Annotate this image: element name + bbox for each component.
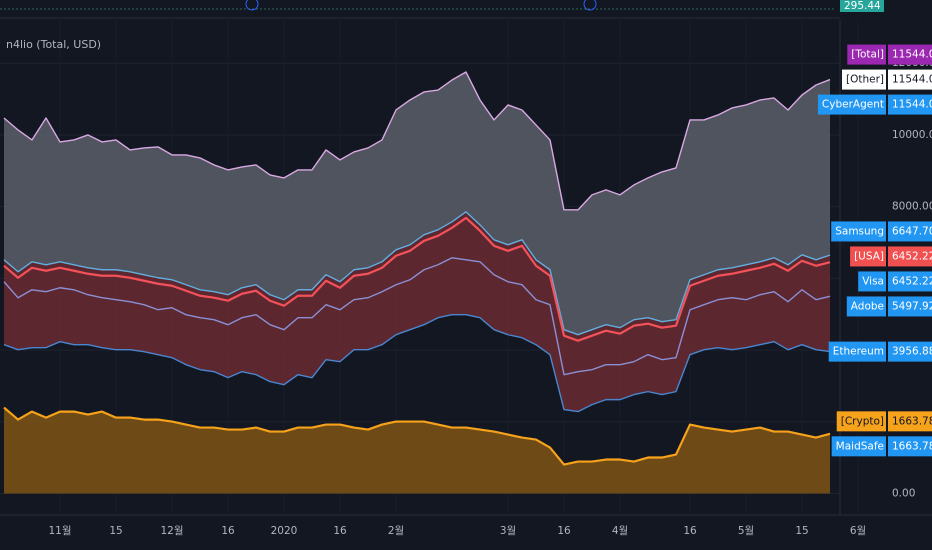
badge-name: Adobe	[851, 300, 884, 312]
x-tick-label: 4월	[612, 525, 628, 537]
x-tick-label: 2020	[271, 525, 298, 537]
x-tick-label: 15	[109, 525, 122, 537]
x-tick-label: 15	[795, 525, 808, 537]
badge-value: 5497.92	[892, 300, 932, 312]
badge-value: 11544.06	[892, 99, 932, 111]
x-tick-label: 2월	[388, 525, 404, 537]
badge-name-box	[828, 341, 886, 362]
x-tick-label: 6월	[850, 525, 866, 537]
area-fill	[4, 407, 830, 494]
badge-name: Visa	[862, 275, 884, 287]
y-tick-label: 10000.00	[892, 129, 932, 141]
area-fill	[4, 72, 830, 335]
badge-name: [Other]	[846, 74, 884, 86]
navigator-marker	[245, 0, 259, 11]
chart-title: n4lio (Total, USD)	[6, 38, 101, 51]
series-line	[3, 71, 831, 211]
badge-name-box	[817, 94, 886, 115]
x-tick-label: 16	[557, 525, 571, 537]
badge-value-box	[888, 221, 932, 242]
area-fill	[4, 211, 830, 412]
areas	[4, 72, 830, 494]
series-line	[3, 314, 831, 413]
badge-value: 11544.06	[892, 74, 932, 86]
badge-name: MaidSafe	[836, 440, 884, 452]
badge-name-box	[836, 411, 886, 432]
lines	[3, 71, 831, 466]
badge-name: [Crypto]	[841, 415, 884, 427]
badge-value-box	[888, 246, 932, 267]
x-tick-label: 16	[333, 525, 347, 537]
badge-name-box	[831, 436, 886, 457]
navigator-badge	[840, 0, 884, 12]
x-tick-label: 12월	[160, 525, 183, 537]
x-tick-label: 11월	[48, 525, 71, 537]
badge-value-box	[888, 271, 932, 292]
badge-name: Samsung	[835, 225, 884, 237]
badge-name-box	[858, 271, 886, 292]
y-tick-label: 8000.00	[892, 201, 932, 213]
series-line	[3, 216, 831, 342]
badge-value-box	[888, 436, 932, 457]
navigator-label: 295.44	[844, 0, 881, 12]
badge-name: [USA]	[854, 250, 884, 262]
badges: 11544.06 [Total] 11544.06 [Other] 11544.06 Cy…	[817, 44, 932, 457]
badge-value: 3956.88	[892, 346, 932, 358]
badge-name-box	[846, 296, 886, 317]
series-line	[3, 257, 831, 376]
badge-name: CyberAgent	[822, 99, 884, 111]
badge-name-box	[831, 221, 886, 242]
badge-value-box	[888, 341, 932, 362]
navigator-marker	[583, 0, 597, 11]
series-line	[3, 406, 831, 466]
badge-value: 11544.06	[892, 49, 932, 61]
badge-value-box	[888, 411, 932, 432]
navigator	[0, 0, 840, 20]
badge-value: 6452.22	[892, 250, 932, 262]
badge-value: 6452.22	[892, 275, 932, 287]
badge-value: 6647.70	[892, 225, 932, 237]
badge-name-box	[847, 44, 886, 65]
series-line	[3, 211, 831, 336]
badge-name: [Total]	[851, 49, 884, 61]
x-tick-label: 16	[683, 525, 697, 537]
badge-name: Ethereum	[833, 346, 884, 358]
badge-value-box	[888, 69, 932, 90]
x-tick-label: 5월	[738, 525, 754, 537]
x-tick-label: 3월	[500, 525, 516, 537]
x-tick-label: 16	[221, 525, 235, 537]
badge-name-box	[850, 246, 886, 267]
badge-name-box	[841, 69, 886, 90]
y-tick-label: 0.00	[892, 487, 915, 499]
badge-value: 1663.78	[892, 440, 932, 452]
badge-value-box	[888, 44, 932, 65]
badge-value: 1663.78	[892, 415, 932, 427]
badge-value-box	[888, 94, 932, 115]
badge-value-box	[888, 296, 932, 317]
